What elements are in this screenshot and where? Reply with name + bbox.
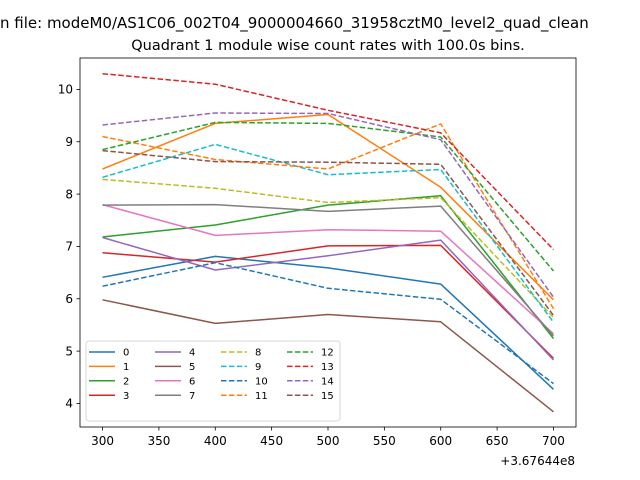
legend-label-11: 11 — [255, 391, 268, 402]
legend-label-12: 12 — [321, 348, 334, 359]
series-line-1 — [102, 113, 555, 301]
x-tick-label: 400 — [204, 434, 227, 448]
series-line-2 — [102, 194, 555, 339]
x-tick-label: 450 — [260, 434, 283, 448]
legend-label-2: 2 — [123, 376, 129, 387]
legend-label-15: 15 — [321, 391, 334, 402]
chart-title: Quadrant 1 module wise count rates with … — [131, 38, 525, 54]
y-tick-label: 5 — [65, 344, 73, 358]
series-line-4 — [102, 236, 555, 361]
legend-label-4: 4 — [189, 348, 195, 359]
figure-suptitle: n file: modeM0/AS1C06_002T04_9000004660_… — [0, 14, 589, 33]
legend-label-14: 14 — [321, 376, 334, 387]
plot-area — [79, 57, 577, 428]
series-line-5 — [102, 299, 554, 413]
y-tick-label: 4 — [65, 397, 73, 411]
x-tick-label: 650 — [486, 434, 509, 448]
y-tick-label: 9 — [65, 135, 73, 149]
series-line-6 — [102, 203, 555, 335]
series-line-9 — [102, 143, 555, 323]
series-line-11 — [102, 123, 555, 310]
legend-label-7: 7 — [189, 391, 195, 402]
legend-label-5: 5 — [189, 362, 195, 373]
series-line-15 — [102, 149, 555, 316]
y-tick-label: 6 — [65, 292, 73, 306]
x-tick-label: 500 — [317, 434, 340, 448]
x-tick-label: 550 — [373, 434, 396, 448]
legend-label-0: 0 — [123, 348, 129, 359]
x-axis: 300 350 400 450 500 550 600 650 700 — [91, 427, 565, 448]
x-tick-label: 350 — [147, 434, 170, 448]
x-tick-label: 700 — [542, 434, 565, 448]
series-line-7 — [102, 203, 555, 337]
legend-label-6: 6 — [189, 376, 195, 387]
series-line-13 — [102, 72, 555, 251]
y-tick-label: 7 — [65, 240, 73, 254]
x-tick-label: 600 — [429, 434, 452, 448]
y-tick-label: 10 — [58, 83, 73, 97]
legend-box — [85, 340, 341, 422]
legend-label-9: 9 — [255, 362, 261, 373]
x-axis-offset-label: +3.67644e8 — [500, 454, 575, 468]
legend-label-13: 13 — [321, 362, 334, 373]
legend-label-8: 8 — [255, 348, 261, 359]
x-tick-label: 300 — [91, 434, 114, 448]
y-axis: 4 5 6 7 8 9 10 — [58, 83, 80, 411]
series-line-14 — [102, 112, 555, 298]
series-line-0 — [102, 255, 555, 390]
series-line-10 — [102, 261, 554, 385]
legend-label-3: 3 — [123, 391, 129, 402]
series-line-8 — [102, 178, 555, 319]
y-tick-label: 8 — [65, 187, 73, 201]
legend-label-10: 10 — [255, 376, 268, 387]
legend-label-1: 1 — [123, 362, 129, 373]
